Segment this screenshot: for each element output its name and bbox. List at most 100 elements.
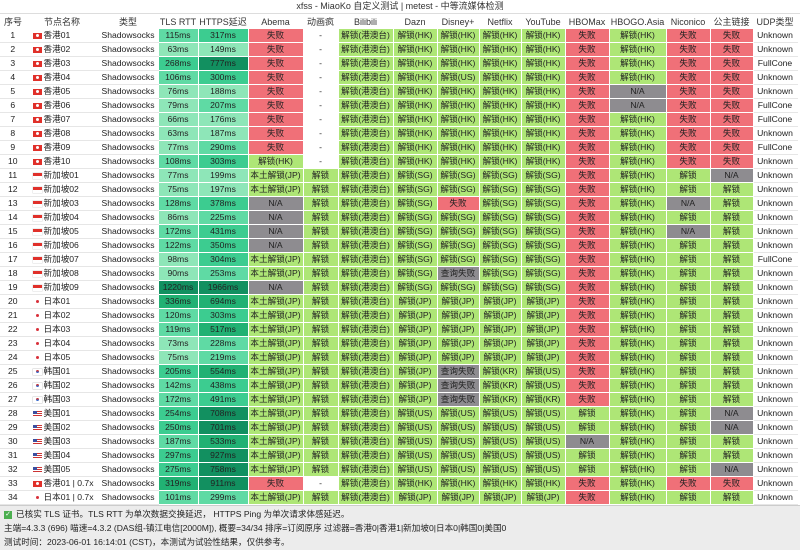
column-header[interactable]: HBOGO.Asia (609, 14, 666, 29)
unlock-status: 解锁 (710, 224, 754, 240)
node-name-cell: 日本05 (26, 350, 99, 366)
unlock-status: 解锁 (666, 308, 711, 324)
row-index: 20 (0, 294, 27, 310)
node-type: Shadowsocks (98, 266, 159, 282)
unlock-status: 解锁 (303, 462, 339, 478)
sg-flag-icon (32, 172, 42, 179)
column-header[interactable]: YouTube (521, 14, 565, 29)
column-header[interactable]: 类型 (98, 14, 158, 29)
udp-type: Unknown (753, 322, 798, 338)
unlock-status: 解锁(JP) (393, 308, 438, 324)
footer: ✓ 已核实 TLS 证书。TLS RTT 为单次数据交换延迟， HTTPS Pin… (0, 505, 800, 550)
unlock-status: 解锁(KR) (479, 392, 522, 408)
udp-type: Unknown (753, 336, 798, 352)
unlock-status: 解锁 (666, 238, 711, 254)
unlock-status: 解锁(JP) (479, 322, 522, 338)
https-latency: 228ms (198, 336, 249, 352)
unlock-status: 解锁(港澳台) (338, 168, 394, 184)
column-header[interactable]: Netflix (479, 14, 521, 29)
column-header[interactable]: 动画疯 (303, 14, 338, 29)
unlock-status: 解锁(HK) (479, 126, 522, 142)
unlock-status: 解锁(US) (521, 406, 566, 422)
unlock-status: 解锁(HK) (609, 266, 667, 282)
kr-flag-icon (32, 368, 42, 375)
tls-rtt: 90ms (158, 266, 199, 282)
unlock-status: 失败 (565, 266, 610, 282)
node-name-cell: 香港01 (26, 29, 99, 44)
unlock-status: 解锁 (666, 182, 711, 198)
unlock-status: 解锁(SG) (393, 182, 438, 198)
unlock-status: 解锁(HK) (521, 126, 566, 142)
tls-rtt: 79ms (158, 98, 199, 114)
unlock-status: 解锁 (666, 280, 711, 296)
row-index: 25 (0, 364, 27, 380)
unlock-status: 失败 (666, 56, 711, 72)
unlock-status: 解锁(SG) (437, 280, 480, 296)
table-row: 19 新加坡09 Shadowsocks 1220ms 1966ms N/A 解锁 解锁(港澳… (0, 280, 798, 296)
unlock-status: 解锁(港澳台) (338, 196, 394, 212)
hk-flag-icon (32, 116, 42, 123)
unlock-status: 解锁(JP) (393, 378, 438, 394)
node-type: Shadowsocks (98, 29, 159, 44)
column-header[interactable]: Abema (248, 14, 303, 29)
column-header[interactable]: HBOMax (565, 14, 609, 29)
unlock-status: 失败 (565, 224, 610, 240)
unlock-status: - (303, 112, 339, 128)
column-header[interactable]: Disney+ (437, 14, 479, 29)
column-header[interactable]: 公主链接 (710, 14, 753, 29)
unlock-status: 解锁 (303, 322, 339, 338)
row-index: 1 (0, 29, 27, 44)
unlock-status: - (303, 476, 339, 492)
node-type: Shadowsocks (98, 336, 159, 352)
unlock-status: 本土解锁(JP) (248, 336, 304, 352)
unlock-status: N/A (248, 280, 304, 296)
column-header[interactable]: TLS RTT (158, 14, 198, 29)
unlock-status: 解锁(HK) (437, 476, 480, 492)
unlock-status: 失败 (710, 84, 754, 100)
unlock-status: 解锁(US) (437, 448, 480, 464)
unlock-status: 解锁(HK) (609, 56, 667, 72)
header-row: 序号 节点名称 类型 TLS RTT HTTPS延迟 Abema 动画疯 Bilibili Da… (0, 14, 797, 29)
column-header[interactable]: Dazn (393, 14, 437, 29)
unlock-status: 解锁(港澳台) (338, 378, 394, 394)
unlock-status: 解锁(港澳台) (338, 70, 394, 86)
https-latency: 777ms (198, 56, 249, 72)
unlock-status: 解锁(HK) (393, 154, 438, 170)
row-index: 14 (0, 210, 27, 226)
unlock-status: 解锁(HK) (437, 140, 480, 156)
column-header[interactable]: 序号 (0, 14, 26, 29)
unlock-status: 解锁(SG) (393, 238, 438, 254)
column-header[interactable]: Niconico (666, 14, 710, 29)
unlock-status: N/A (710, 406, 754, 422)
node-name-cell: 美国02 (26, 420, 99, 436)
column-header[interactable]: UDP类型 (753, 14, 797, 29)
https-latency: 431ms (198, 224, 249, 240)
column-header[interactable]: HTTPS延迟 (198, 14, 248, 29)
unlock-status: 解锁 (303, 224, 339, 240)
tls-rtt: 142ms (158, 378, 199, 394)
unlock-status: 解锁 (303, 490, 339, 506)
unlock-status: 解锁(HK) (609, 392, 667, 408)
unlock-status: 本土解锁(JP) (248, 448, 304, 464)
unlock-status: 解锁(HK) (609, 448, 667, 464)
row-index: 3 (0, 56, 27, 72)
unlock-status: N/A (666, 196, 711, 212)
column-header[interactable]: 节点名称 (26, 14, 98, 29)
unlock-status: 失败 (248, 42, 304, 58)
column-header[interactable]: Bilibili (338, 14, 393, 29)
node-name: 新加坡04 (43, 212, 79, 223)
unlock-status: 解锁(HK) (393, 84, 438, 100)
node-name-cell: 香港02 (26, 42, 99, 58)
row-index: 16 (0, 238, 27, 254)
node-type: Shadowsocks (98, 280, 159, 296)
node-name-cell: 美国03 (26, 434, 99, 450)
unlock-status: 解锁(JP) (393, 490, 438, 506)
table-row: 5 香港05 Shadowsocks 76ms 188ms 失败 - 解锁(港澳台) 解锁(HK… (0, 84, 798, 100)
unlock-status: 解锁 (666, 462, 711, 478)
unlock-status: 解锁 (565, 448, 610, 464)
unlock-status: 解锁(HK) (609, 252, 667, 268)
unlock-status: 失败 (666, 84, 711, 100)
hk-flag-icon (32, 60, 42, 67)
unlock-status: 失败 (666, 140, 711, 156)
unlock-status: 解锁(HK) (609, 42, 667, 58)
